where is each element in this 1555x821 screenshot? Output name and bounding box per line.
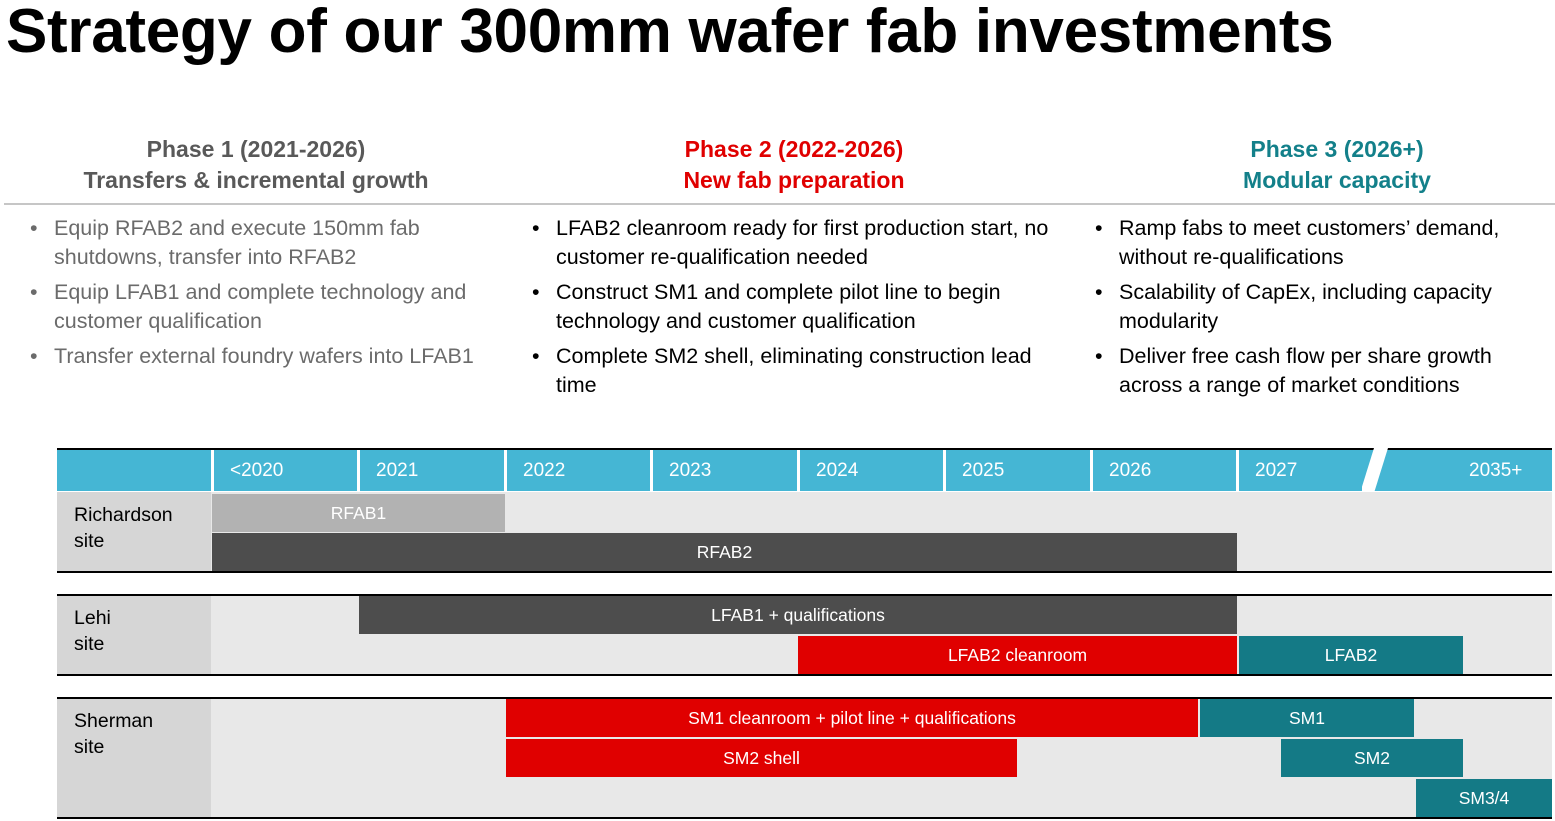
row-divider xyxy=(57,674,1552,676)
list-item: Scalability of CapEx, including capacity… xyxy=(1093,278,1553,335)
year-divider xyxy=(1236,450,1239,491)
year-label: 2027 xyxy=(1255,460,1298,481)
year-divider xyxy=(650,450,653,491)
row-divider xyxy=(57,817,1552,819)
list-item: Equip LFAB1 and complete technology and … xyxy=(28,278,498,335)
timeline-top-rule xyxy=(57,448,1552,450)
row-divider xyxy=(57,594,1552,596)
phase-1-title: Phase 1 (2021-2026) xyxy=(146,136,366,162)
sm1-cleanroom-bar: SM1 cleanroom + pilot line + qualificati… xyxy=(506,699,1198,737)
phase-2-title: Phase 2 (2022-2026) xyxy=(684,136,904,162)
list-item: Equip RFAB2 and execute 150mm fab shutdo… xyxy=(28,214,498,271)
phase-2-bullets: LFAB2 cleanroom ready for first producti… xyxy=(530,214,1060,406)
list-item: Transfer external foundry wafers into LF… xyxy=(28,342,498,371)
sm2-bar: SM2 xyxy=(1281,739,1463,777)
sm34-bar: SM3/4 xyxy=(1416,779,1552,817)
year-divider xyxy=(211,450,214,491)
year-label: 2022 xyxy=(523,460,566,481)
year-label: 2024 xyxy=(816,460,859,481)
lfab2-cleanroom-bar: LFAB2 cleanroom xyxy=(798,636,1237,674)
phase-2-divider xyxy=(508,203,1070,205)
list-item: Deliver free cash flow per share growth … xyxy=(1093,342,1553,399)
lehi-label-cell xyxy=(57,596,211,674)
page-title: Strategy of our 300mm wafer fab investme… xyxy=(6,0,1334,66)
phase-3-bullets: Ramp fabs to meet customers’ demand, wit… xyxy=(1093,214,1553,406)
year-label: 2021 xyxy=(376,460,419,481)
year-divider xyxy=(797,450,800,491)
rfab2-bar: RFAB2 xyxy=(212,533,1237,571)
phase-1-bullets: Equip RFAB2 and execute 150mm fab shutdo… xyxy=(28,214,498,378)
site-suffix: site xyxy=(74,530,105,552)
lehi-site-label: Lehi site xyxy=(74,605,111,657)
year-label: 2025 xyxy=(962,460,1005,481)
sm1-bar: SM1 xyxy=(1200,699,1414,737)
sherman-site-label: Sherman site xyxy=(74,708,153,760)
list-item: Complete SM2 shell, eliminating construc… xyxy=(530,342,1060,399)
phase-3-heading: Phase 3 (2026+) Modular capacity xyxy=(1082,134,1555,196)
phase-2-heading: Phase 2 (2022-2026) New fab preparation xyxy=(538,134,1050,196)
sm2-shell-bar: SM2 shell xyxy=(506,739,1017,777)
phase-1-divider xyxy=(4,203,508,205)
site-name: Lehi xyxy=(74,607,111,629)
year-divider xyxy=(1090,450,1093,491)
phase-2-subtitle: New fab preparation xyxy=(683,167,905,193)
lfab1-bar: LFAB1 + qualifications xyxy=(359,596,1237,634)
year-label: 2035+ xyxy=(1469,460,1523,481)
phase-3-title: Phase 3 (2026+) xyxy=(1250,136,1424,162)
year-label: 2023 xyxy=(669,460,712,481)
timeline-header xyxy=(57,450,1552,491)
row-divider xyxy=(57,571,1552,573)
phase-1-subtitle: Transfers & incremental growth xyxy=(83,167,429,193)
year-label: <2020 xyxy=(230,460,284,481)
list-item: LFAB2 cleanroom ready for first producti… xyxy=(530,214,1060,271)
year-divider xyxy=(504,450,507,491)
site-suffix: site xyxy=(74,736,105,758)
sherman-label-cell xyxy=(57,699,211,817)
site-name: Sherman xyxy=(74,710,154,732)
lfab2-bar: LFAB2 xyxy=(1239,636,1463,674)
year-divider xyxy=(357,450,360,491)
rfab1-bar: RFAB1 xyxy=(212,494,505,532)
site-name: Richardson xyxy=(74,504,173,526)
year-label: 2026 xyxy=(1109,460,1152,481)
list-item: Construct SM1 and complete pilot line to… xyxy=(530,278,1060,335)
year-divider xyxy=(943,450,946,491)
richardson-site-label: Richardson site xyxy=(74,502,173,554)
phase-3-divider xyxy=(1070,203,1555,205)
timeline-break-icon xyxy=(1362,448,1388,493)
list-item: Ramp fabs to meet customers’ demand, wit… xyxy=(1093,214,1553,271)
phase-1-heading: Phase 1 (2021-2026) Transfers & incremen… xyxy=(4,134,508,196)
phase-3-subtitle: Modular capacity xyxy=(1243,167,1431,193)
richardson-label-cell xyxy=(57,492,211,572)
row-divider xyxy=(57,697,1552,699)
site-suffix: site xyxy=(74,633,105,655)
